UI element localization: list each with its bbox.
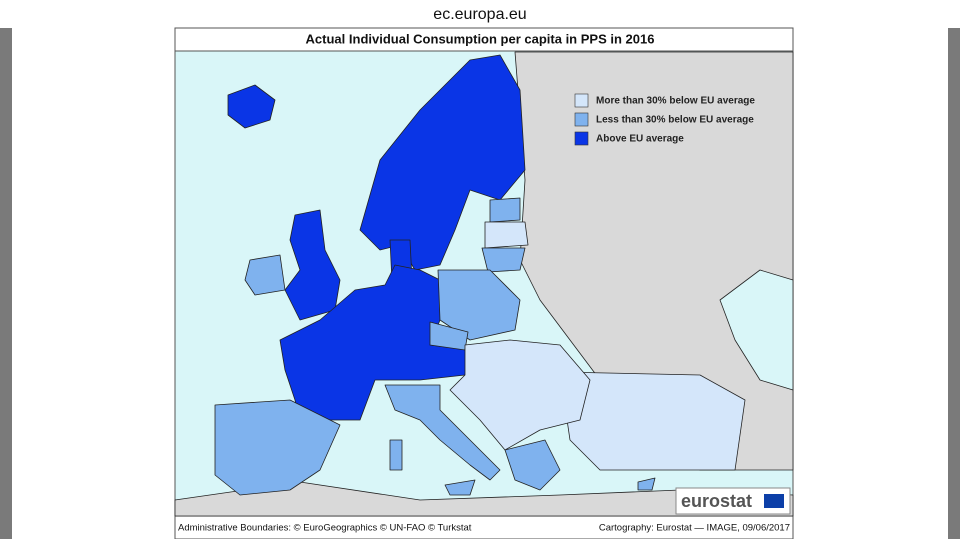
legend-label: Above EU average — [596, 134, 684, 145]
country — [489, 197, 521, 223]
eu-flag — [764, 494, 784, 508]
country — [504, 439, 561, 491]
side-margin — [948, 28, 960, 539]
footer-right: Cartography: Eurostat — IMAGE, 09/06/201… — [599, 523, 790, 534]
countries — [174, 51, 794, 517]
country — [481, 247, 526, 273]
country — [559, 371, 746, 471]
url[interactable]: ec.europa.eu — [433, 6, 526, 23]
country — [484, 221, 529, 249]
country — [244, 254, 286, 296]
logo: eurostat — [681, 491, 752, 511]
legend-swatch — [574, 93, 589, 108]
map-title: Actual Individual Consumption per capita… — [306, 31, 655, 46]
country — [384, 384, 501, 481]
legend-label: Less than 30% below EU average — [596, 115, 754, 126]
country — [389, 439, 403, 471]
country — [637, 477, 656, 491]
legend-swatch — [574, 112, 589, 127]
country — [284, 209, 341, 321]
country — [214, 399, 341, 496]
legend-label: More than 30% below EU average — [596, 96, 755, 107]
country — [227, 84, 276, 129]
address-bar — [0, 0, 960, 28]
footer-left: Administrative Boundaries: © EuroGeograp… — [178, 523, 472, 534]
side-margin — [0, 28, 12, 539]
country — [449, 339, 591, 451]
country — [444, 479, 476, 496]
legend-swatch — [574, 131, 589, 146]
caspian-sea — [719, 269, 794, 391]
legend: More than 30% below EU average Less than … — [574, 93, 755, 146]
country — [437, 269, 521, 341]
